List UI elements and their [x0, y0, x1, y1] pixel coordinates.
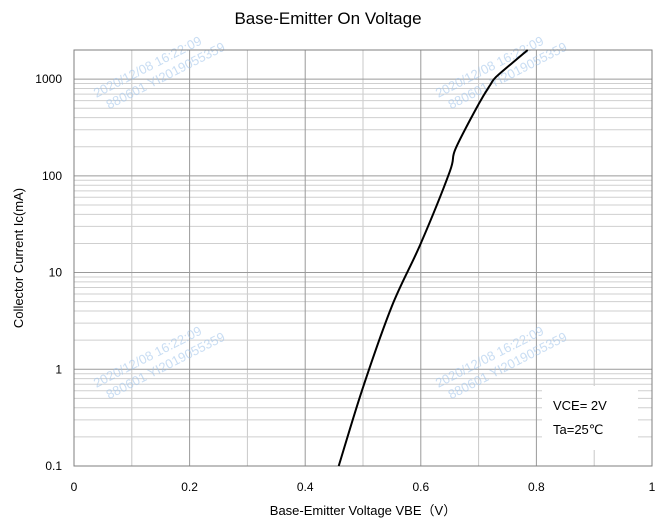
annotation-ta: Ta=25℃	[553, 422, 603, 437]
x-tick-label: 0.4	[297, 480, 314, 494]
y-tick-label: 10	[49, 266, 63, 280]
major-gridlines	[74, 50, 652, 466]
chart-title: Base-Emitter On Voltage	[234, 9, 421, 28]
y-axis-label: Collector Current Ic(mA)	[11, 188, 26, 328]
y-tick-label: 1000	[35, 72, 62, 86]
y-tick-label: 100	[42, 169, 62, 183]
annotation-vce: VCE= 2V	[553, 398, 607, 413]
x-tick-label: 1	[649, 480, 655, 494]
x-axis-label: Base-Emitter Voltage VBE（V）	[270, 503, 456, 518]
x-tick-label: 0.6	[412, 480, 429, 494]
x-tick-label: 0.8	[528, 480, 545, 494]
y-tick-labels: 0.1 1 10 100 1000	[35, 72, 62, 473]
y-tick-label: 1	[55, 362, 62, 376]
y-tick-label: 0.1	[45, 459, 62, 473]
x-tick-label: 0.2	[181, 480, 198, 494]
x-tick-label: 0	[71, 480, 78, 494]
series-line	[337, 49, 529, 467]
plot-frame	[73, 49, 653, 467]
annotation-box	[542, 386, 638, 450]
x-tick-labels: 0 0.2 0.4 0.6 0.8 1	[71, 480, 655, 494]
